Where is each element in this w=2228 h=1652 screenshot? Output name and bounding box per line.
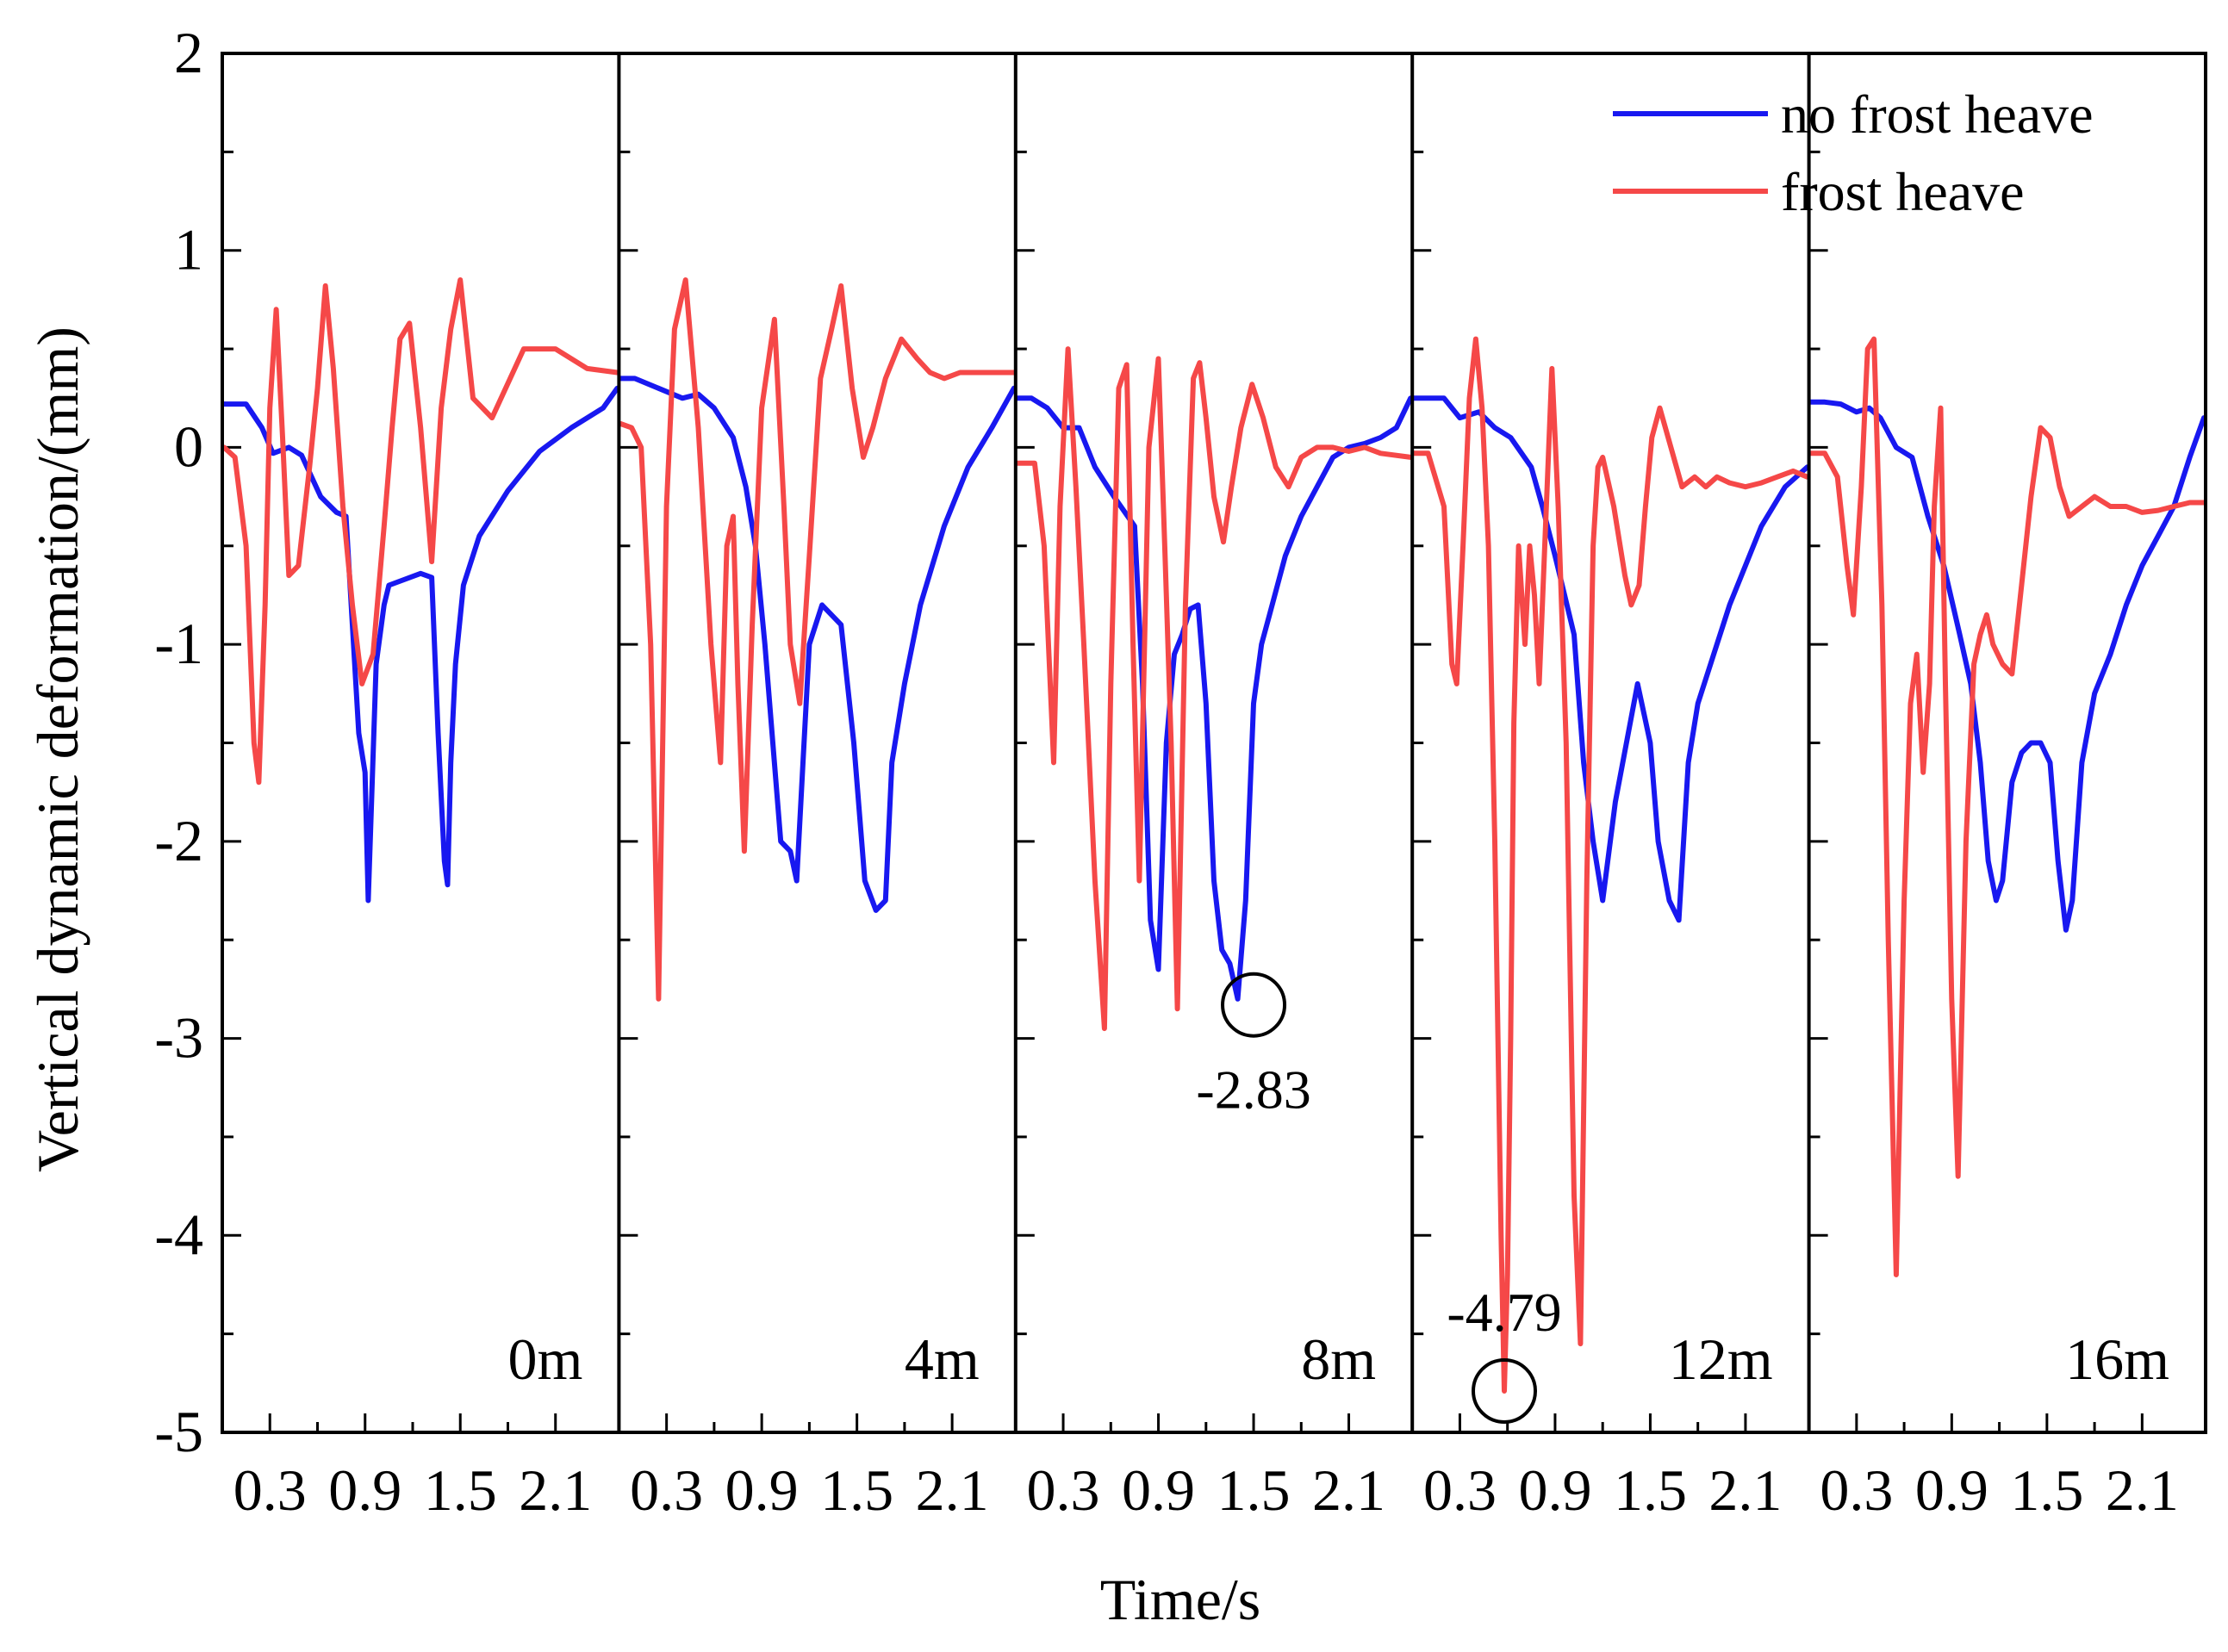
x-tick-label: 0.9 — [1915, 1457, 1988, 1523]
y-tick-label: -5 — [154, 1399, 203, 1464]
y-tick-label: 2 — [174, 20, 203, 85]
x-tick-label: 2.1 — [1312, 1457, 1385, 1523]
axes-layer: 2 1 0 -1 -2 -3 -4 -5 0.3 0.9 1.5 2.1 0.3 0.9 1.5 2.1 0.3… — [154, 20, 2178, 1523]
series-line-no-frost-heave-4m — [618, 376, 1017, 913]
x-tick-label: 1.5 — [2010, 1457, 2083, 1523]
x-tick-label: 2.1 — [916, 1457, 989, 1523]
x-tick-label: 1.5 — [424, 1457, 497, 1523]
x-tick-label: 0.3 — [1820, 1457, 1893, 1523]
annotation-label: -4.79 — [1447, 1282, 1561, 1343]
panel-label: 12m — [1669, 1326, 1773, 1392]
series-layer — [221, 277, 2206, 1394]
panel-label: 16m — [2065, 1326, 2169, 1392]
series-line-frost-heave-12m — [1411, 336, 1810, 1394]
series-line-frost-heave-16m — [1808, 336, 2206, 1277]
annotation-label: -2.83 — [1196, 1059, 1310, 1121]
annotation-circle — [1221, 972, 1287, 1038]
x-tick-label: 0.9 — [328, 1457, 401, 1523]
panel-label: 0m — [507, 1326, 582, 1392]
legend-label: no frost heave — [1781, 84, 2094, 145]
x-tick-label: 2.1 — [1708, 1457, 1782, 1523]
series-line-frost-heave-8m — [1014, 346, 1414, 1032]
annot-layer: 0m 4m 8m 12m 16m -2.83 -4.79 — [507, 972, 2169, 1424]
x-tick-label: 0.9 — [1122, 1457, 1195, 1523]
legend-label: frost heave — [1781, 161, 2025, 222]
x-tick-label: 0.3 — [233, 1457, 307, 1523]
x-tick-label: 1.5 — [1217, 1457, 1291, 1523]
x-tick-label: 0.9 — [1518, 1457, 1591, 1523]
y-tick-label: 0 — [174, 413, 203, 479]
series-line-no-frost-heave-16m — [1808, 399, 2206, 933]
x-tick-label: 1.5 — [1614, 1457, 1687, 1523]
y-tick-label: -4 — [154, 1202, 203, 1267]
x-tick-label: 0.3 — [1027, 1457, 1100, 1523]
legend: no frost heave frost heave — [1613, 84, 2094, 222]
x-tick-label: 0.3 — [630, 1457, 703, 1523]
x-tick-label: 2.1 — [2106, 1457, 2179, 1523]
x-tick-label: 0.3 — [1423, 1457, 1497, 1523]
series-line-frost-heave-0m — [221, 277, 620, 786]
series-line-frost-heave-4m — [618, 277, 1017, 1002]
series-line-no-frost-heave-8m — [1014, 395, 1414, 1002]
y-tick-label: 1 — [174, 217, 203, 283]
y-axis-title: Vertical dynamic deformation/(mm) — [25, 326, 90, 1172]
x-tick-label: 0.9 — [725, 1457, 799, 1523]
x-axis-title: Time/s — [1100, 1567, 1260, 1632]
y-tick-label: -3 — [154, 1005, 203, 1071]
panel-label: 4m — [905, 1326, 980, 1392]
frame-layer — [221, 52, 2207, 1434]
annotation-circle — [1472, 1357, 1538, 1424]
x-tick-label: 1.5 — [820, 1457, 893, 1523]
y-tick-label: -1 — [154, 611, 203, 676]
plot-frame — [221, 52, 2207, 1434]
panel-label: 8m — [1301, 1326, 1376, 1392]
y-tick-label: -2 — [154, 808, 203, 873]
series-line-no-frost-heave-12m — [1411, 395, 1810, 923]
x-tick-label: 2.1 — [519, 1457, 592, 1523]
series-line-no-frost-heave-0m — [221, 385, 620, 904]
